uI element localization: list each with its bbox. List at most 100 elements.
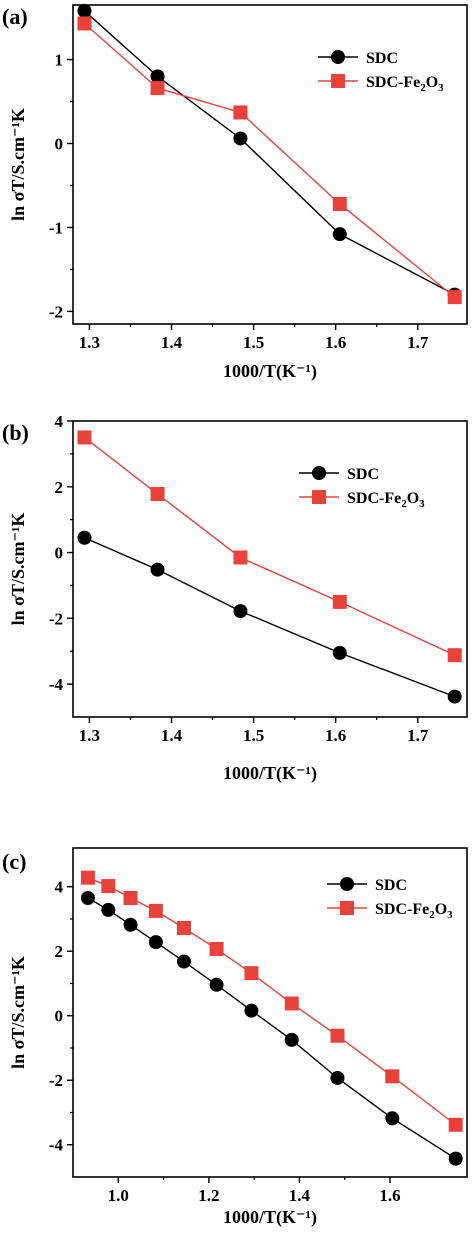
legend-label: SDC-Fe2O3 [366,74,444,94]
data-point-sdc [330,1070,345,1085]
data-point-sdc-fe2o3 [332,196,347,211]
data-point-sdc-fe2o3 [209,941,224,956]
x-axis-title: 1000/T(K⁻¹) [223,1207,317,1228]
plot-frame [72,420,468,718]
panel-label: (c) [2,849,26,874]
data-point-sdc [176,954,191,969]
data-point-sdc-fe2o3 [148,903,163,918]
data-point-sdc [447,689,462,704]
data-point-sdc [80,890,95,905]
legend-label: SDC-Fe2O3 [347,490,425,510]
subscript: 3 [419,498,425,510]
legend: SDC SDC-Fe2O3 [327,877,453,921]
data-point-sdc-fe2o3 [332,594,347,609]
x-tick-label: 1.5 [243,333,264,352]
data-point-sdc-fe2o3 [385,1069,400,1084]
data-point-sdc [150,562,165,577]
subscript: 3 [447,909,453,921]
legend-label: SDC [375,877,407,894]
x-tick-label: 1.6 [379,1186,400,1205]
data-point-sdc [244,1003,259,1018]
x-tick-label: 1.4 [161,726,183,745]
x-tick-label: 1.6 [325,333,346,352]
series-line-sdc-fe2o3 [84,22,456,298]
x-tick-label: 1.7 [407,333,429,352]
legend-marker-circle [331,50,345,64]
y-tick-label: -4 [49,675,64,694]
plot-frame [72,4,468,325]
y-tick-label: 0 [55,1007,64,1026]
data-point-sdc [209,977,224,992]
series-line-sdc-fe2o3 [84,436,455,656]
legend-marker-circle [312,466,326,480]
x-tick-label: 1.3 [79,333,100,352]
data-point-sdc [284,1032,299,1047]
x-tick-label: 1.6 [325,726,346,745]
data-point-sdc-fe2o3 [77,430,92,445]
y-tick-label: 4 [55,412,64,431]
plot-frame [72,847,468,1178]
data-point-sdc-fe2o3 [233,550,248,565]
data-point-sdc-fe2o3 [284,996,299,1011]
y-tick-label: -4 [49,1136,64,1155]
chart-panel-1: (a) 1.3 1.4 1.5 1.6 1.7 -2 -1 0 1 1000/T(K⁻¹) ln σT… [2,3,468,382]
x-tick-label: 1.2 [198,1186,219,1205]
y-tick-label: -2 [49,1071,63,1090]
data-point-sdc-fe2o3 [150,81,165,96]
legend-marker-square [312,490,326,504]
data-point-sdc [233,131,248,146]
x-tick-label: 1.4 [289,1186,311,1205]
y-tick-label: 2 [55,942,64,961]
chart-panel-2: (b) 1.3 1.4 1.5 1.6 1.7 -4 -2 0 2 4 1000/T(K⁻¹) ln σ… [2,412,468,784]
legend-label: SDC [347,466,379,483]
data-point-sdc [332,645,347,660]
data-point-sdc-fe2o3 [244,966,259,981]
data-point-sdc [123,917,138,932]
data-point-sdc-fe2o3 [447,648,462,663]
y-tick-label: 0 [55,544,64,563]
data-point-sdc-fe2o3 [176,920,191,935]
x-tick-label: 1.0 [108,1186,129,1205]
legend-marker-square [331,74,345,88]
data-point-sdc [150,69,165,84]
x-tick-label: 1.4 [161,333,183,352]
subscript: 2 [429,909,435,921]
data-point-sdc [148,935,163,950]
legend-label: SDC [366,50,398,67]
y-tick-label: -2 [49,609,63,628]
legend-text-part: SDC-Fe [347,490,401,507]
panel-label: (a) [2,4,28,29]
legend: SDC SDC-Fe2O3 [299,466,425,510]
y-axis-title: ln σT/S.cm⁻¹K [8,513,28,626]
y-tick-label: 2 [55,478,64,497]
y-tick-label: 4 [55,878,64,897]
data-point-sdc-fe2o3 [80,870,95,885]
data-point-sdc-fe2o3 [330,1028,345,1043]
y-tick-label: -1 [49,218,63,237]
data-point-sdc [101,902,116,917]
legend-text-part: O [407,490,419,507]
data-point-sdc-fe2o3 [448,1117,463,1132]
series-line-sdc [84,537,455,698]
x-tick-label: 1.7 [407,726,429,745]
data-point-sdc-fe2o3 [123,890,138,905]
data-point-sdc-fe2o3 [101,879,116,894]
y-axis-title: ln σT/S.cm⁻¹K [8,956,28,1069]
legend-text-part: O [435,901,447,918]
data-point-sdc-fe2o3 [150,487,165,502]
chart-panel-3: (c) 1.0 1.2 1.4 1.6 -4 -2 0 2 4 1000/T(K⁻¹) ln σT/S… [2,847,468,1228]
data-point-sdc [332,227,347,242]
subscript: 3 [438,82,444,94]
y-tick-label: -2 [49,302,63,321]
data-point-sdc-fe2o3 [233,105,248,120]
legend-marker-square [340,901,354,915]
legend-text-part: SDC-Fe [366,74,420,91]
legend-text-part: O [426,74,438,91]
x-axis-title: 1000/T(K⁻¹) [223,361,317,382]
subscript: 2 [401,498,407,510]
subscript: 2 [420,82,426,94]
legend-text-part: SDC [347,466,379,483]
y-tick-label: 1 [55,51,64,70]
x-axis-title: 1000/T(K⁻¹) [223,763,317,784]
